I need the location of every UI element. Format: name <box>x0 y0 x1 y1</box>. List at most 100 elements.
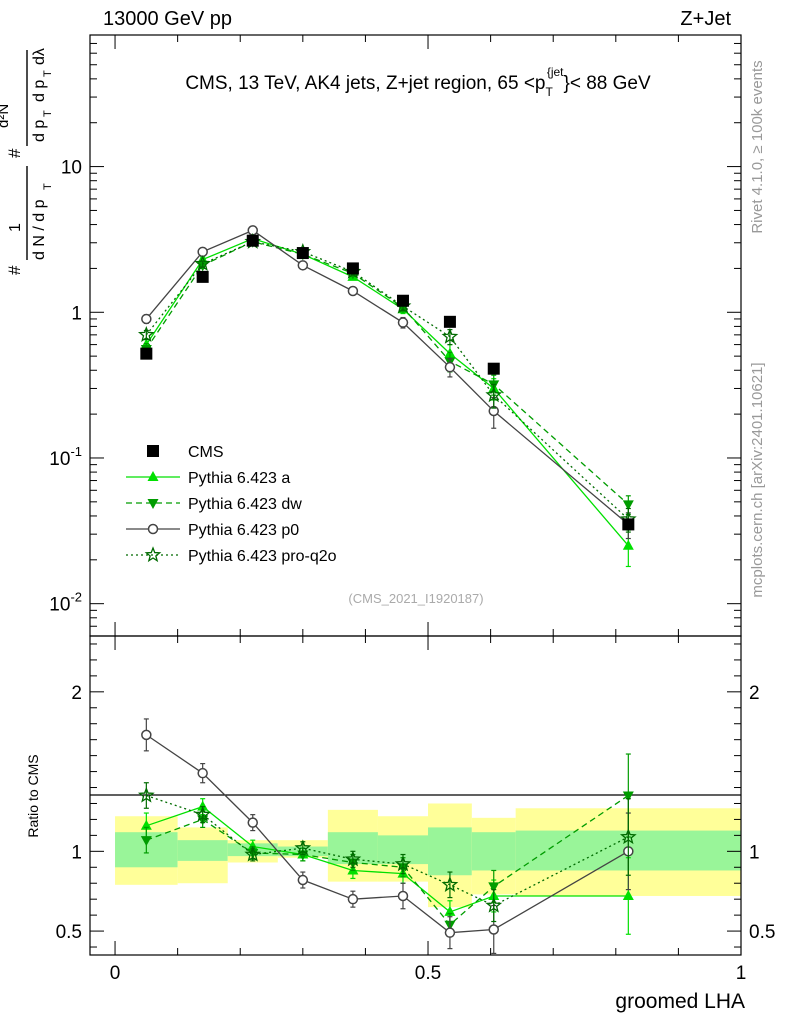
legend-label: Pythia 6.423 pro-q2o <box>188 548 337 565</box>
ratio-y-tick-label: 1 <box>71 842 82 863</box>
main-cms-point <box>487 362 500 375</box>
ratio-y-tick-label-right: 2 <box>749 683 760 704</box>
ratio-pythia-6-423-a-point <box>197 800 209 811</box>
main-cms-point <box>246 234 259 247</box>
legend-label: Pythia 6.423 p0 <box>188 522 299 539</box>
legend-marker <box>147 499 159 509</box>
main-pythia-6-423-dw-point <box>622 500 634 511</box>
ratio-pythia-6-423-pro-q2o-point <box>485 896 503 913</box>
main-pythia-6-423-p0-point <box>297 260 309 271</box>
ratio-panel: 0.5 0.51 12 20 0.5 1 <box>56 635 775 984</box>
ratio-pythia-6-423-pro-q2o-point <box>394 855 412 872</box>
svg-text:T: T <box>42 70 54 77</box>
main-y-tick-label: 10-2 <box>49 590 82 616</box>
main-y-tick-label: 1 <box>71 303 82 324</box>
ratio-y-tick-label: 0.5 <box>56 922 82 943</box>
svg-text:dλ: dλ <box>31 48 48 65</box>
main-pythia-6-423-pro-q2o-point <box>194 255 212 271</box>
main-pythia-6-423-a-point <box>622 539 634 550</box>
ratio-y-axis-label: Ratio to CMS <box>25 754 41 837</box>
main-pythia-6-423-pro-q2o-point <box>441 327 459 344</box>
ratio-y-tick-label-right: 1 <box>749 842 760 863</box>
ratio-y-tick-label-right: 0.5 <box>749 922 775 943</box>
ratio-pythia-6-423-p0-point <box>247 817 258 828</box>
ratio-pythia-6-423-dw-point <box>622 791 634 802</box>
main-cms-point <box>443 315 456 328</box>
rivet-version-label: Rivet 4.1.0, ≥ 100k events <box>749 60 766 233</box>
svg-text:d p: d p <box>31 120 48 142</box>
ratio-pythia-6-423-p0-point <box>488 924 499 935</box>
title-sub: T <box>545 85 553 99</box>
legend-label: CMS <box>188 444 224 461</box>
ratio-frame <box>89 635 742 956</box>
main-pythia-6-423-p0-series <box>141 225 634 540</box>
svg-text:d p: d p <box>31 80 48 102</box>
ratio-pythia-6-423-p0-series <box>141 718 634 955</box>
svg-text:d²N: d²N <box>0 104 12 128</box>
ratio-pythia-6-423-pro-q2o-point <box>441 876 459 892</box>
ratio-pythia-6-423-pro-q2o-point <box>137 786 155 803</box>
ratio-pythia-6-423-p0-point <box>297 874 309 886</box>
legend-marker <box>147 523 159 535</box>
main-pythia-6-423-pro-q2o-point <box>137 326 155 342</box>
main-pythia-6-423-p0-point <box>347 285 359 297</box>
ratio-pythia-6-423-p0-point <box>141 729 152 741</box>
legend-marker <box>144 546 162 563</box>
ratio-pythia-6-423-pro-q2o-point <box>244 845 262 862</box>
header-right: Z+Jet <box>680 8 731 30</box>
ratio-pythia-6-423-pro-q2o-point <box>194 805 212 822</box>
header-left: 13000 GeV pp <box>103 8 232 30</box>
main-pythia-6-423-p0-point <box>444 361 456 373</box>
main-cms-point <box>296 247 309 260</box>
ratio-pythia-6-423-p0-point <box>197 767 208 779</box>
title-sup: {jet <box>547 65 564 79</box>
ratio-pythia-6-423-a-point <box>247 840 259 851</box>
title-prefix: CMS, 13 TeV, AK4 jets, Z+jet region, 65 … <box>185 73 545 94</box>
main-frame <box>89 34 742 637</box>
main-cms-point <box>396 294 409 307</box>
main-pythia-6-423-pro-q2o-point <box>485 386 503 403</box>
legend-label: Pythia 6.423 a <box>188 470 290 487</box>
main-cms-point <box>346 262 359 275</box>
x-tick-label: 0 <box>110 963 121 984</box>
main-cms-point <box>196 270 209 283</box>
ratio-pythia-6-423-pro-q2o-point <box>294 839 312 856</box>
svg-text:d N / d p: d N / d p <box>31 199 48 260</box>
ratio-band-inner <box>471 832 516 871</box>
main-y-axis-label: # 1 d N / d p T # d²N d p T d p T dλ <box>0 48 54 275</box>
title-suffix: }< 88 GeV <box>564 73 651 94</box>
main-pythia-6-423-a-series <box>140 232 634 568</box>
legend: CMS Pythia 6.423 a Pythia 6.423 dw Pythia 6… <box>126 444 337 565</box>
x-tick-label: 0.5 <box>415 963 441 984</box>
ratio-pythia-6-423-p0-point <box>397 890 409 902</box>
mcplots-label: mcplots.cern.ch [arXiv:2401.10621] <box>749 362 766 597</box>
ratio-pythia-6-423-p0-point <box>347 893 359 905</box>
ratio-pythia-6-423-dw-point <box>140 836 152 847</box>
ratio-pythia-6-423-a-point <box>444 905 456 916</box>
ratio-pythia-6-423-a-point <box>622 889 634 900</box>
x-tick-label: 1 <box>736 963 747 984</box>
main-pythia-6-423-dw-line <box>145 241 629 505</box>
svg-text:T: T <box>42 183 54 190</box>
ratio-pythia-6-423-pro-q2o-point <box>344 850 362 867</box>
chart-title: CMS, 13 TeV, AK4 jets, Z+jet region, 65 … <box>185 65 651 99</box>
svg-text:#: # <box>5 148 24 158</box>
main-pythia-6-423-p0-point <box>397 317 409 328</box>
legend-marker <box>147 445 159 457</box>
main-cms-series <box>140 234 635 531</box>
main-panel: (CMS_2021_I1920187) CMS, 13 TeV, AK4 jet… <box>49 34 742 637</box>
main-y-tick-label: 10-1 <box>49 444 82 470</box>
analysis-watermark: (CMS_2021_I1920187) <box>348 591 483 606</box>
svg-text:1: 1 <box>7 223 24 232</box>
legend-marker <box>147 471 159 481</box>
svg-text:T: T <box>42 110 54 117</box>
ratio-band-inner <box>177 840 228 861</box>
main-pythia-6-423-pro-q2o-series <box>137 232 637 533</box>
ratio-pythia-6-423-pro-q2o-series <box>137 782 637 923</box>
main-cms-point <box>622 518 635 531</box>
ratio-pythia-6-423-a-point <box>140 819 152 830</box>
ratio-pythia-6-423-p0-point <box>444 927 456 938</box>
main-cms-point <box>140 347 153 360</box>
main-pythia-6-423-p0-point <box>141 313 152 325</box>
